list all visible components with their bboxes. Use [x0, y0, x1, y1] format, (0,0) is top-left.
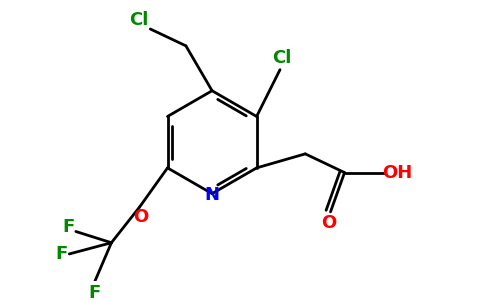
- Text: F: F: [62, 218, 75, 236]
- Text: Cl: Cl: [272, 49, 291, 67]
- Text: OH: OH: [382, 164, 412, 181]
- Text: O: O: [321, 214, 336, 232]
- Text: Cl: Cl: [129, 11, 149, 28]
- Text: O: O: [133, 208, 148, 226]
- Text: F: F: [56, 245, 68, 263]
- Text: F: F: [89, 284, 101, 300]
- Text: N: N: [205, 186, 220, 204]
